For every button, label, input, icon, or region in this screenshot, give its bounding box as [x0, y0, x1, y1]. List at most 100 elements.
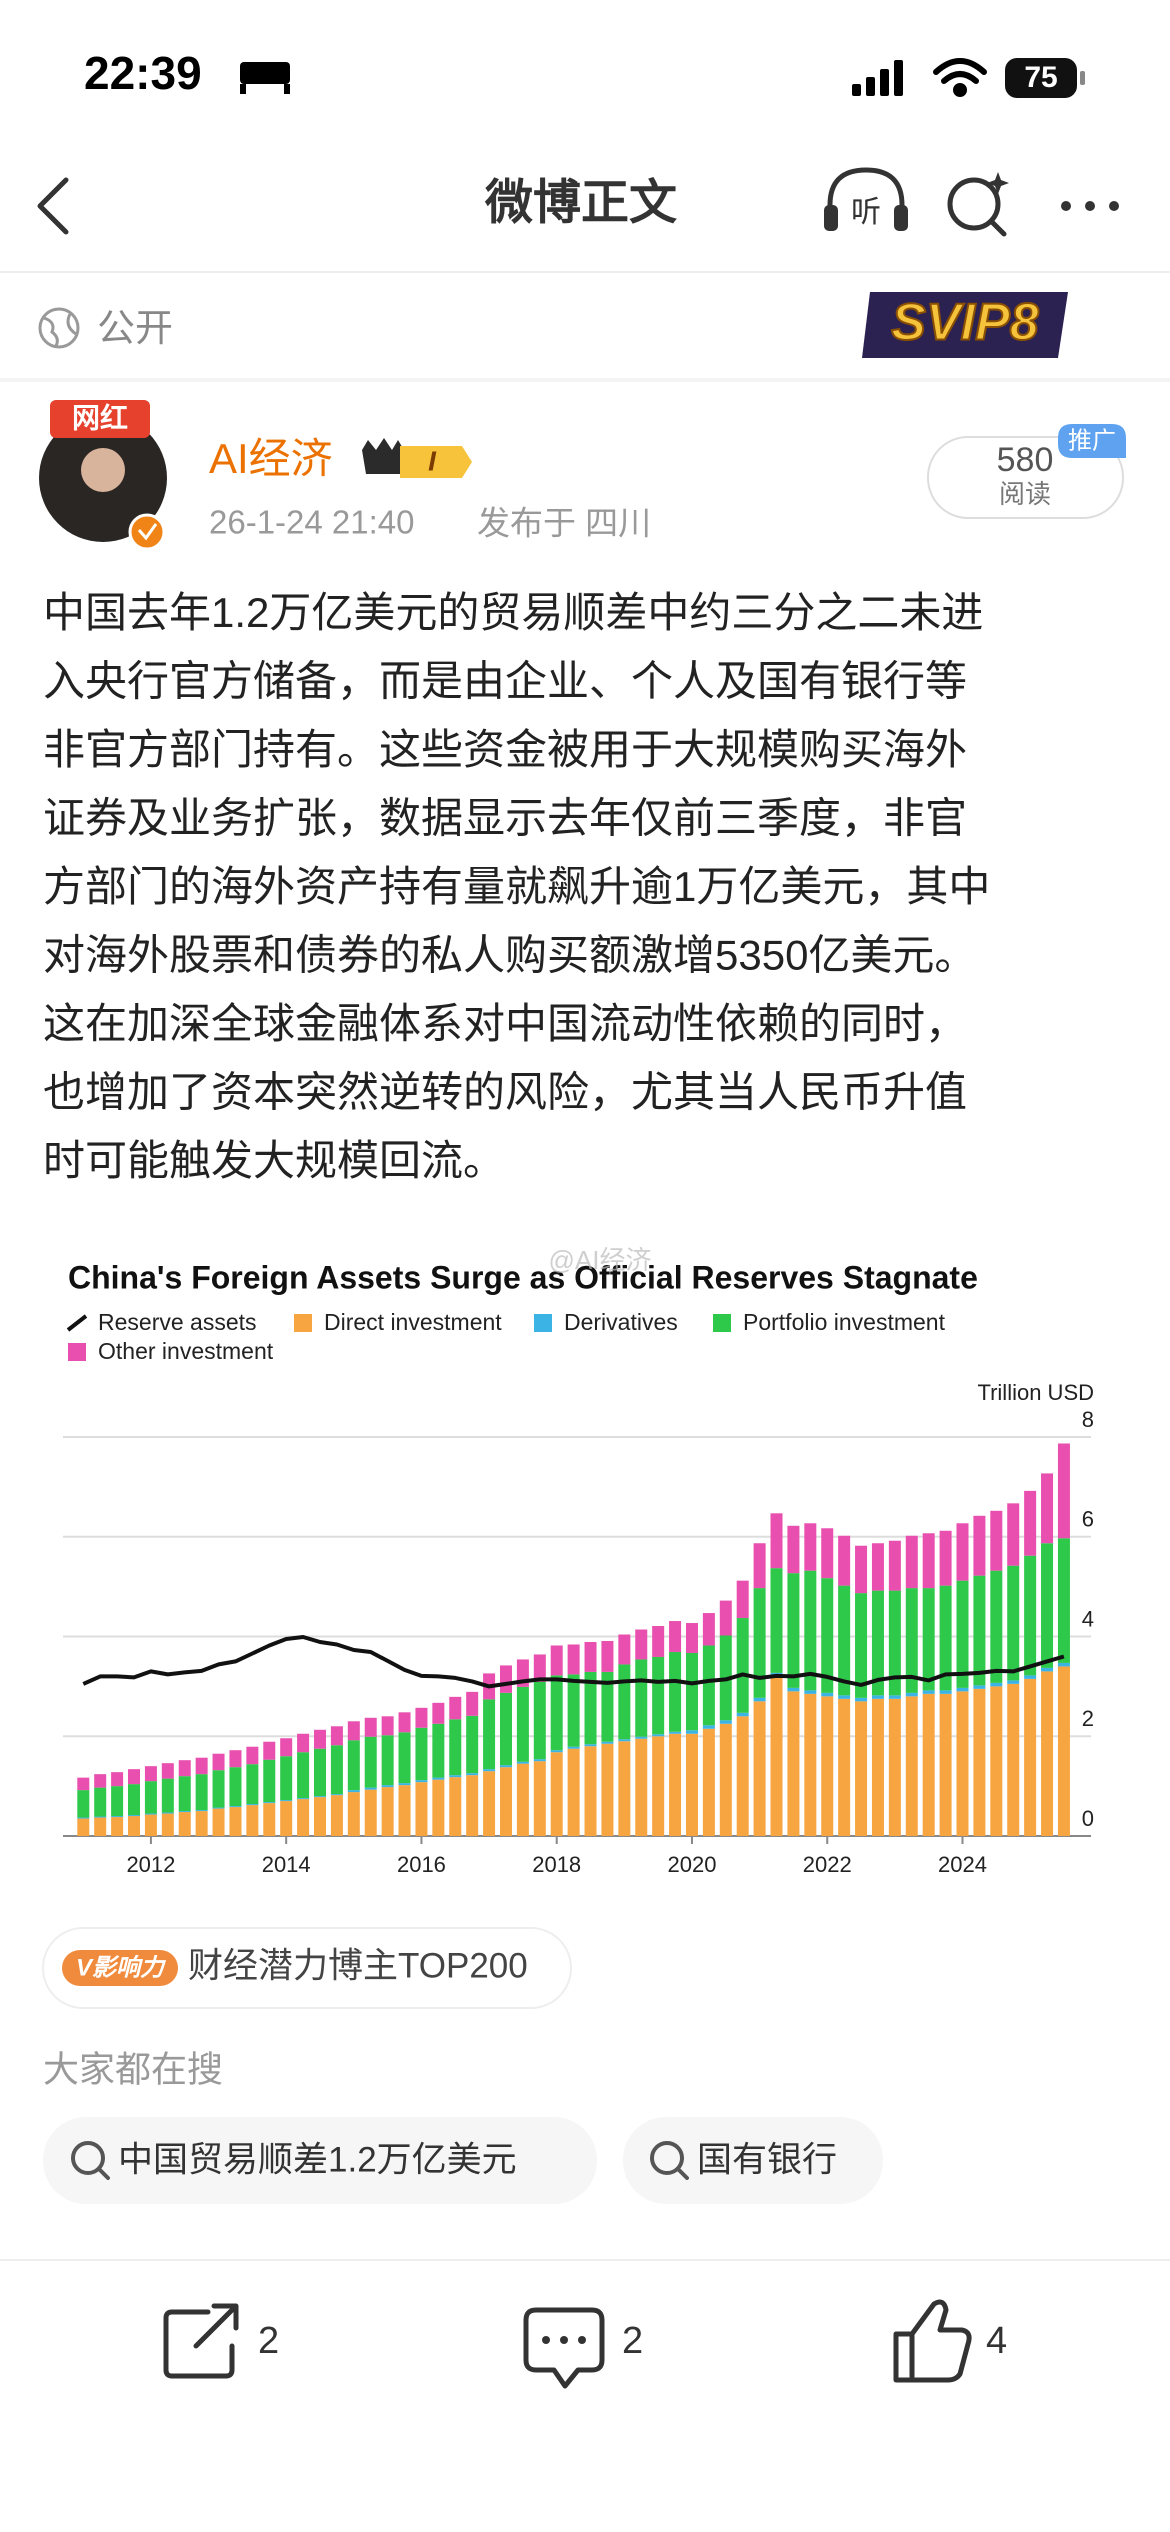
bar-segment: [804, 1693, 817, 1836]
search-icon: [97, 2167, 110, 2180]
bar-segment: [956, 1580, 969, 1688]
bar-segment: [787, 1691, 800, 1836]
legend-label: Portfolio investment: [743, 1309, 946, 1335]
more-button[interactable]: [1061, 201, 1119, 211]
visibility: 公开: [97, 308, 173, 350]
chart-title: China's Foreign Assets Surge as Official…: [68, 1259, 978, 1295]
body-line: 时可能触发大规模回流。: [43, 1137, 505, 1184]
bar-segment: [550, 1750, 563, 1753]
bar-segment: [550, 1675, 563, 1751]
body-line: 中国去年1.2万亿美元的贸易顺差中约三分之二未进: [43, 589, 983, 636]
bar-segment: [601, 1741, 614, 1744]
bar-segment: [314, 1796, 326, 1798]
post-location: 发布于 四川: [477, 505, 651, 542]
search-pill[interactable]: [623, 2117, 883, 2204]
bar-segment: [702, 1725, 715, 1729]
bar-segment: [1024, 1555, 1037, 1676]
share-count: 2: [258, 2320, 279, 2362]
bar-segment: [144, 1814, 157, 1836]
bar-segment: [449, 1696, 462, 1720]
bar-segment: [466, 1691, 479, 1716]
bar-segment: [804, 1690, 817, 1694]
bar-segment: [415, 1780, 428, 1783]
bar-segment: [1041, 1671, 1054, 1836]
bar-segment: [128, 1769, 141, 1785]
bar-segment: [888, 1695, 901, 1699]
bar-segment: [364, 1717, 377, 1737]
body-line: 证券及业务扩张，数据显示去年仅前三季度，非官: [43, 795, 967, 842]
bar-segment: [330, 1794, 343, 1796]
bar-segment: [990, 1686, 1003, 1836]
bar-segment: [178, 1760, 191, 1777]
legend-label: Other investment: [98, 1338, 274, 1364]
bar-segment: [161, 1763, 174, 1779]
bar-segment: [161, 1812, 174, 1814]
bar-segment: [922, 1533, 935, 1589]
bar-segment: [719, 1723, 732, 1836]
bar-segment: [432, 1723, 445, 1778]
bar-segment: [314, 1729, 326, 1749]
bar-segment: [280, 1800, 293, 1802]
bar-segment: [584, 1744, 597, 1747]
bar-segment: [956, 1523, 969, 1581]
x-tick-label: 2020: [667, 1852, 716, 1877]
bar-segment: [753, 1697, 766, 1702]
bar-segment: [652, 1736, 665, 1836]
comment-button[interactable]: 2: [523, 2307, 643, 2389]
bar-segment: [212, 1753, 225, 1771]
bar-segment: [973, 1575, 986, 1686]
search-icon: [676, 2167, 689, 2180]
bar-segment: [702, 1645, 715, 1726]
author-name[interactable]: AI经济: [209, 435, 333, 482]
influence-pill[interactable]: [42, 1927, 572, 2009]
bar-segment: [263, 1741, 276, 1760]
bar-segment: [246, 1804, 259, 1806]
bar-segment: [905, 1692, 918, 1697]
like-button[interactable]: 4: [893, 2299, 1007, 2383]
y-tick-label: 4: [1082, 1606, 1094, 1631]
body-line: 非官方部门持有。这些资金被用于大规模购买海外: [43, 726, 967, 773]
back-button[interactable]: [37, 177, 69, 235]
bar-segment: [1057, 1662, 1070, 1667]
legend-label: Derivatives: [564, 1309, 678, 1335]
bar-segment: [398, 1732, 411, 1784]
listen-button[interactable]: 听: [824, 167, 908, 231]
bar-segment: [499, 1692, 512, 1766]
bar-segment: [1057, 1443, 1070, 1539]
influence-text: 财经潜力博主TOP200: [188, 1946, 528, 1985]
bar-segment: [178, 1812, 191, 1836]
bar-segment: [753, 1701, 766, 1836]
bar-segment: [246, 1746, 259, 1765]
bar-segment: [601, 1640, 614, 1672]
bar-segment: [685, 1652, 698, 1731]
avatar-tag: [50, 400, 150, 438]
bar-segment: [466, 1773, 479, 1776]
bar-segment: [787, 1525, 800, 1574]
bar-segment: [466, 1715, 479, 1774]
bar-segment: [347, 1721, 360, 1741]
bar-segment: [330, 1795, 343, 1836]
bar-segment: [449, 1777, 462, 1836]
bar-segment: [753, 1543, 766, 1589]
svip-label: SVIP8: [891, 294, 1038, 352]
bar-segment: [871, 1695, 884, 1699]
bar-segment: [263, 1759, 276, 1803]
bar-segment: [178, 1776, 191, 1812]
y-tick-label: 0: [1082, 1806, 1094, 1831]
share-button[interactable]: 2: [163, 2303, 279, 2379]
bar-segment: [804, 1523, 817, 1571]
x-tick-label: 2016: [397, 1852, 446, 1877]
bar-segment: [669, 1651, 682, 1732]
signal-icon: [852, 60, 903, 96]
bar-segment: [753, 1588, 766, 1698]
search-button[interactable]: [947, 172, 1009, 237]
bar-segment: [161, 1813, 174, 1836]
bar-segment: [94, 1787, 107, 1817]
search-pill[interactable]: [43, 2117, 597, 2204]
bar-segment: [111, 1786, 124, 1817]
bar-segment: [905, 1696, 918, 1836]
bar-segment: [280, 1801, 293, 1836]
bar-segment: [821, 1696, 834, 1836]
x-tick-label: 2014: [262, 1852, 311, 1877]
